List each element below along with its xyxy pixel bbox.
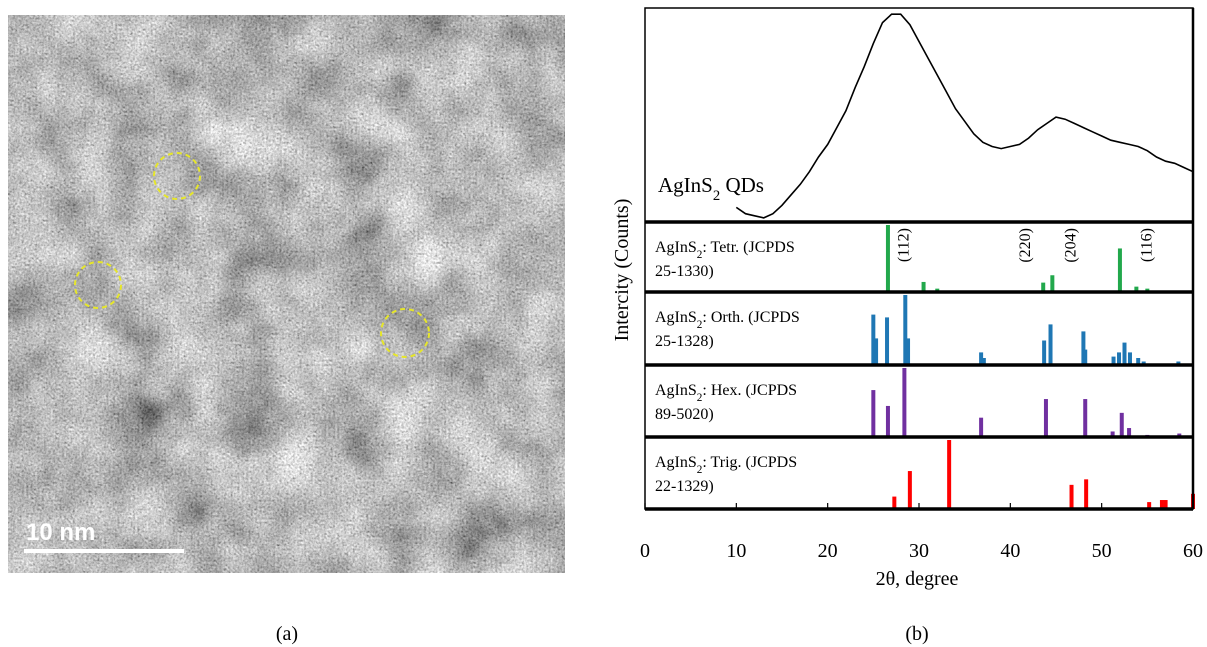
peak-index: (204) (1063, 228, 1080, 263)
label-part: : Trig. (JCPDS (702, 454, 797, 471)
pattern-label: 22-1329) (655, 478, 714, 495)
y-axis-label: Intercity (Counts) (611, 199, 633, 342)
peak-index: (112) (896, 228, 913, 262)
label-part: AgInS (655, 382, 697, 399)
reference-peak (1070, 485, 1074, 509)
reference-peak (1118, 248, 1122, 292)
pattern-label: AgInS2: Tetr. (JCPDS (655, 239, 795, 261)
pattern-label: AgInS2: Trig. (JCPDS (655, 454, 797, 476)
figure: 10 nm (a) (b) 2θ, degree Intercity (Coun… (0, 0, 1207, 647)
pattern-label: 25-1330) (655, 263, 714, 280)
reference-peak (885, 317, 889, 365)
x-axis-label: 2θ, degree (876, 568, 959, 590)
tem-micrograph (8, 15, 565, 573)
pattern-label: AgInS2: Orth. (JCPDS (655, 309, 800, 331)
xrd-curve (736, 14, 1193, 218)
x-tick-label: 50 (1092, 540, 1112, 562)
x-tick-label: 0 (640, 540, 650, 562)
reference-peak (892, 497, 896, 509)
reference-peak (1128, 352, 1132, 365)
caption: (b) (905, 623, 928, 645)
scale-bar-label: 10 nm (26, 519, 95, 546)
reference-peak (1123, 343, 1127, 365)
reference-peak (947, 440, 951, 509)
reference-peak (1084, 479, 1088, 509)
caption: (a) (276, 623, 298, 645)
pattern-label: 89-5020) (655, 406, 714, 423)
reference-peak (886, 225, 890, 292)
pattern-label: AgInS2 QDs (658, 173, 764, 204)
reference-peak (871, 390, 875, 437)
label-part: 2 (713, 188, 720, 204)
reference-peak (1044, 399, 1048, 437)
reference-peak (1050, 275, 1054, 292)
peak-index: (116) (1139, 228, 1156, 262)
reference-peak (1042, 341, 1046, 366)
reference-peak (902, 368, 906, 437)
label-part: AgInS (655, 454, 697, 471)
x-tick-label: 60 (1183, 540, 1203, 562)
reference-peak (1083, 399, 1087, 437)
label-part: : Tetr. (JCPDS (702, 239, 794, 256)
reference-peak (979, 418, 983, 437)
label-part: : Orth. (JCPDS (702, 309, 799, 326)
tem-image: 10 nm (8, 15, 565, 573)
x-tick-label: 10 (726, 540, 746, 562)
label-part: AgInS (655, 309, 697, 326)
reference-peak (1117, 352, 1121, 365)
peak-index: (220) (1017, 228, 1034, 263)
pattern-label: AgInS2: Hex. (JCPDS (655, 382, 797, 404)
reference-peak (1083, 350, 1087, 365)
x-tick-label: 30 (909, 540, 929, 562)
label-part: AgInS (655, 239, 697, 256)
label-part: : Hex. (JCPDS (702, 382, 797, 399)
label-part: QDs (720, 173, 764, 197)
reference-peak (886, 406, 890, 437)
reference-peak (906, 338, 910, 365)
pattern-label: 25-1328) (655, 333, 714, 350)
reference-peak (908, 471, 912, 509)
x-tick-label: 40 (1000, 540, 1020, 562)
reference-peak (874, 338, 878, 365)
reference-peak (1049, 324, 1053, 365)
x-tick-label: 20 (818, 540, 838, 562)
reference-peak (1120, 413, 1124, 437)
label-part: AgInS (658, 173, 713, 197)
